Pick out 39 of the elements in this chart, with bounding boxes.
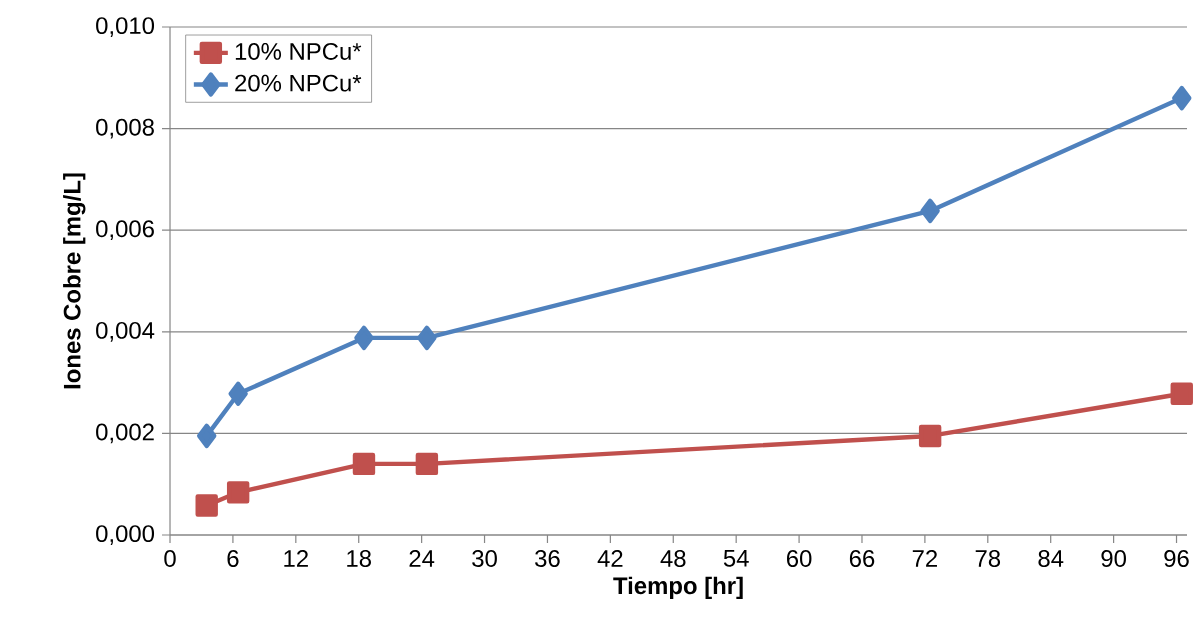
x-tick-label: 36 bbox=[535, 550, 560, 567]
legend-label: 20% NPCu* bbox=[235, 74, 362, 92]
point bbox=[417, 325, 437, 351]
x-tick-label: 54 bbox=[723, 550, 749, 567]
point bbox=[415, 452, 439, 476]
x-tick-label: 96 bbox=[1164, 550, 1189, 567]
x-tick-label: 90 bbox=[1101, 550, 1126, 567]
legend-label: 10% NPCu* bbox=[235, 42, 362, 60]
x-tick-label: 72 bbox=[912, 550, 937, 567]
point bbox=[1170, 382, 1193, 405]
x-tick-label: 60 bbox=[787, 550, 812, 567]
point bbox=[226, 481, 250, 504]
x-tick-label: 12 bbox=[284, 550, 308, 567]
x-axis-title: Tiempo [hr] bbox=[613, 576, 743, 599]
point bbox=[197, 423, 217, 449]
point bbox=[354, 325, 374, 351]
x-tick-label: 48 bbox=[660, 550, 686, 567]
x-tick-label: 84 bbox=[1038, 550, 1064, 567]
x-tick-label: 6 bbox=[227, 550, 239, 567]
y-tick-label: 0,010 bbox=[96, 17, 155, 37]
x-tick-label: 42 bbox=[597, 550, 623, 567]
x-tick-label: 0 bbox=[164, 550, 176, 567]
x-tick-label: 78 bbox=[975, 550, 1001, 567]
y-axis-title: Iones Cobre [mg/L] bbox=[63, 173, 86, 389]
x-tick-label: 66 bbox=[849, 550, 875, 567]
x-tick-label: 24 bbox=[409, 550, 435, 567]
point bbox=[195, 494, 218, 517]
point bbox=[920, 198, 940, 224]
point bbox=[228, 381, 248, 406]
point bbox=[352, 452, 376, 476]
y-tick-label: 0,002 bbox=[96, 423, 154, 444]
y-tick-label: 0,008 bbox=[96, 118, 154, 139]
y-tick-label: 0,006 bbox=[96, 220, 154, 241]
x-tick-label: 30 bbox=[472, 550, 497, 567]
y-tick-label: 0,000 bbox=[96, 525, 155, 545]
point bbox=[1172, 85, 1192, 111]
y-tick-label: 0,004 bbox=[96, 321, 155, 342]
x-tick-label: 18 bbox=[347, 550, 371, 567]
point bbox=[918, 424, 942, 448]
